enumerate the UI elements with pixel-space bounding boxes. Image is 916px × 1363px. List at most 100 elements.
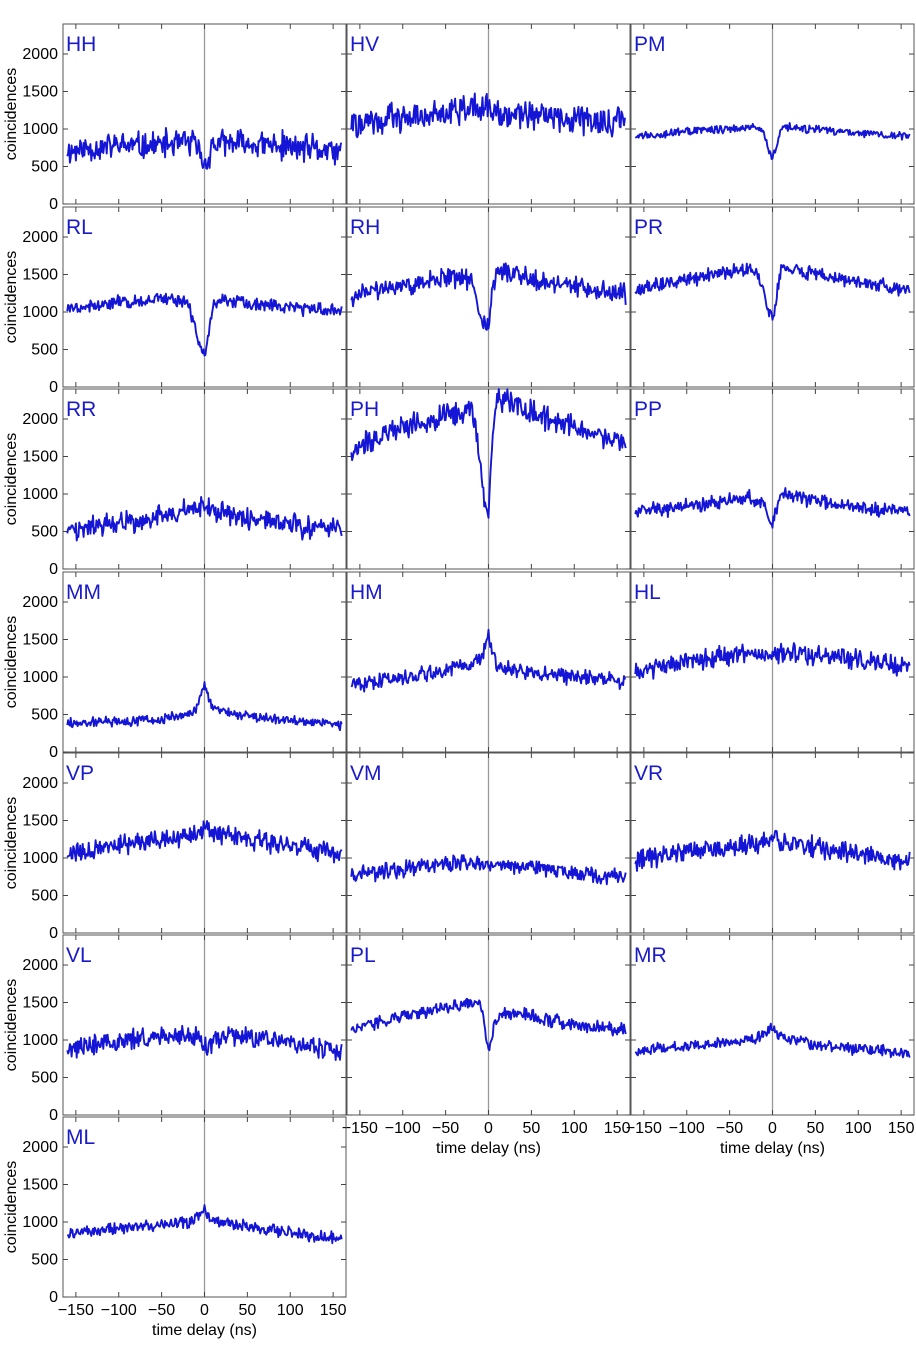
- x-axis-title: time delay (ns): [436, 1140, 541, 1157]
- series-line-rl: [66, 292, 343, 357]
- panel-mr: −150 −100 −50 0 50 100 150 time delay (ns) MR: [626, 934, 915, 1157]
- x-tick-label: −100: [669, 1120, 705, 1137]
- panel-label: HM: [350, 581, 383, 604]
- y-tick-label: 2000: [22, 46, 58, 63]
- panel-hv: HV: [346, 23, 631, 205]
- y-tick-label: 1500: [22, 995, 58, 1012]
- x-tick-label: 50: [806, 1120, 824, 1137]
- series-line-mr: [634, 1022, 911, 1059]
- x-tick-label: 100: [845, 1120, 872, 1137]
- y-tick-label: 500: [31, 888, 58, 905]
- x-tick-label: 0: [484, 1120, 493, 1137]
- y-tick-label: 1000: [22, 850, 58, 867]
- y-tick-label: 1000: [22, 1032, 58, 1049]
- x-tick-label: −50: [432, 1120, 459, 1137]
- series-line-hl: [634, 642, 911, 680]
- x-tick-label: 0: [768, 1120, 777, 1137]
- panel-label: PH: [350, 398, 379, 421]
- series-line-pl: [350, 997, 627, 1052]
- series-line-rh: [350, 262, 627, 331]
- series-line-vl: [66, 1024, 343, 1062]
- panel-pl: −150 −100 −50 0 50 100 150 time delay (ns) PL: [342, 934, 631, 1157]
- x-tick-label: 50: [238, 1302, 256, 1319]
- x-tick-label: −50: [148, 1302, 175, 1319]
- x-tick-label: 150: [604, 1120, 631, 1137]
- panel-pr: PR: [630, 206, 915, 388]
- x-tick-label: −100: [385, 1120, 421, 1137]
- y-tick-label: 1000: [22, 669, 58, 686]
- series-line-rr: [66, 496, 343, 542]
- panel-label: VR: [634, 762, 663, 785]
- panel-label: VL: [66, 944, 92, 967]
- series-line-pp: [634, 487, 911, 529]
- x-axis-title: time delay (ns): [152, 1322, 257, 1339]
- y-tick-label: 500: [31, 524, 58, 541]
- x-axis-title: time delay (ns): [720, 1140, 825, 1157]
- series-line-pr: [634, 262, 911, 321]
- y-axis-title: coincidences: [3, 979, 20, 1072]
- y-tick-label: 2000: [22, 957, 58, 974]
- series-line-hh: [66, 126, 343, 170]
- x-tick-label: 150: [888, 1120, 915, 1137]
- y-tick-label: 1000: [22, 1214, 58, 1231]
- panel-label: PP: [634, 398, 662, 421]
- x-tick-label: −150: [342, 1120, 378, 1137]
- panel-pp: PP: [630, 388, 915, 570]
- x-tick-label: 0: [200, 1302, 209, 1319]
- y-tick-label: 500: [31, 1252, 58, 1269]
- y-tick-label: 0: [49, 744, 58, 761]
- y-tick-label: 2000: [22, 775, 58, 792]
- series-line-hm: [350, 628, 626, 693]
- panel-rh: RH: [346, 206, 631, 388]
- y-tick-label: 1500: [22, 449, 58, 466]
- y-axis-title: coincidences: [3, 616, 20, 709]
- panel-hm: HM: [346, 571, 631, 753]
- panel-ph: PH: [346, 388, 631, 570]
- panel-label: HL: [634, 581, 661, 604]
- y-tick-label: 1000: [22, 486, 58, 503]
- y-tick-label: 2000: [22, 594, 58, 611]
- panel-label: RH: [350, 216, 380, 239]
- y-tick-label: 500: [31, 707, 58, 724]
- x-tick-label: 50: [522, 1120, 540, 1137]
- series-line-hv: [350, 92, 626, 139]
- series-line-ml: [66, 1204, 343, 1245]
- panel-label: RL: [66, 216, 93, 239]
- x-tick-label: −50: [716, 1120, 743, 1137]
- panel-vr: VR: [630, 752, 915, 934]
- y-tick-label: 1000: [22, 121, 58, 138]
- y-tick-label: 500: [31, 342, 58, 359]
- panel-label: ML: [66, 1126, 95, 1149]
- y-tick-label: 0: [49, 561, 58, 578]
- series-line-vr: [634, 829, 911, 872]
- series-line-vm: [350, 854, 627, 886]
- y-axis-title: coincidences: [3, 797, 20, 890]
- panel-label: HV: [350, 33, 379, 56]
- y-axis-title: coincidences: [3, 68, 20, 161]
- y-tick-label: 0: [49, 196, 58, 213]
- series-line-pm: [634, 122, 911, 160]
- panel-label: MM: [66, 581, 101, 604]
- panel-ml: 0 500 1000 1500 2000 −150 −100 −50 0 50 100 150 time…: [3, 1116, 347, 1339]
- panel-label: VP: [66, 762, 94, 785]
- panel-label: HH: [66, 33, 96, 56]
- y-tick-label: 1500: [22, 1177, 58, 1194]
- panel-hl: HL: [630, 571, 915, 753]
- x-tick-label: −150: [626, 1120, 662, 1137]
- panel-label: PR: [634, 216, 663, 239]
- y-tick-label: 0: [49, 1107, 58, 1124]
- series-line-ph: [350, 388, 627, 519]
- y-tick-label: 1500: [22, 267, 58, 284]
- series-line-mm: [66, 681, 343, 732]
- panel-label: VM: [350, 762, 382, 785]
- y-axis-title: coincidences: [3, 1161, 20, 1254]
- y-tick-label: 0: [49, 379, 58, 396]
- y-tick-label: 0: [49, 1289, 58, 1306]
- y-tick-label: 2000: [22, 229, 58, 246]
- y-tick-label: 2000: [22, 411, 58, 428]
- series-line-vp: [66, 820, 343, 864]
